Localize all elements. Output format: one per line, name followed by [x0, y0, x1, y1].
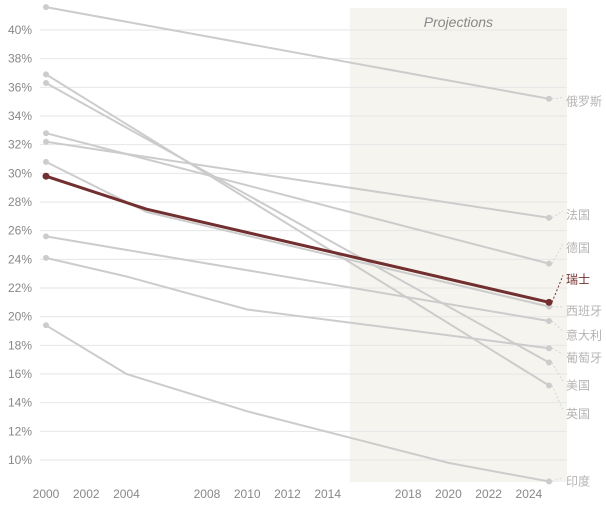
- series-line: [45, 132, 550, 265]
- series-end-point: [546, 214, 552, 221]
- y-tick-label: 34%: [8, 109, 32, 123]
- series-line: [45, 82, 550, 364]
- series-end-label: 印度: [566, 474, 590, 489]
- label-leader: [551, 385, 564, 411]
- label-leader: [551, 275, 564, 303]
- y-tick-label: 22%: [8, 281, 32, 295]
- y-tick-label: 14%: [8, 396, 32, 410]
- projection-label: Projections: [424, 14, 493, 30]
- series-start-point: [43, 71, 49, 78]
- series-line: [45, 256, 550, 350]
- x-axis-ticks: 2000 2002 2004 2008 2010 2012 2014 2018 2020 2022…: [33, 487, 543, 501]
- series-end-label: 美国: [566, 378, 590, 392]
- projection-region: Projections: [349, 8, 567, 482]
- y-tick-label: 38%: [8, 52, 32, 66]
- series-start-point: [43, 138, 49, 145]
- series-end-point: [546, 478, 552, 485]
- series-end-label: 德国: [566, 240, 590, 255]
- series-2: [43, 130, 552, 267]
- series-start-point: [43, 254, 49, 261]
- series-end-point: [546, 95, 552, 102]
- series-0: [43, 4, 552, 102]
- series-end-label: 瑞士: [566, 272, 590, 286]
- y-tick-label: 32%: [8, 138, 32, 152]
- series-9: [43, 322, 552, 485]
- series-start-point: [43, 80, 49, 87]
- y-tick-label: 30%: [8, 166, 32, 180]
- series-line: [45, 73, 550, 387]
- series-end-point: [546, 359, 552, 366]
- x-tick-label: 2010: [234, 487, 261, 501]
- x-tick-label: 2004: [113, 487, 140, 501]
- y-tick-label: 18%: [8, 338, 32, 352]
- series-start-point: [43, 233, 49, 240]
- series-line: [45, 161, 550, 308]
- series-8: [43, 71, 552, 389]
- series-end-point: [546, 382, 552, 389]
- x-tick-label: 2008: [194, 487, 221, 501]
- projection-shading: [349, 8, 567, 482]
- y-tick-label: 40%: [8, 23, 32, 37]
- label-leader: [551, 477, 564, 482]
- series-line: [45, 174, 550, 304]
- y-tick-label: 10%: [8, 453, 32, 467]
- series-end-label: 英国: [566, 407, 590, 421]
- x-tick-label: 2022: [475, 487, 502, 501]
- series-line: [45, 6, 550, 100]
- series-start-point: [43, 4, 49, 11]
- y-tick-label: 28%: [8, 195, 32, 209]
- y-tick-label: 12%: [8, 424, 32, 438]
- series-end-label: 俄罗斯: [566, 95, 602, 109]
- x-tick-label: 2000: [33, 487, 60, 501]
- y-tick-label: 24%: [8, 252, 32, 266]
- x-tick-label: 2012: [274, 487, 301, 501]
- y-tick-label: 36%: [8, 80, 32, 94]
- series-end-label: 法国: [566, 208, 590, 222]
- x-tick-label: 2024: [516, 487, 543, 501]
- series-end-label: 西班牙: [566, 304, 602, 318]
- label-leader: [551, 320, 564, 332]
- series-5: [43, 233, 552, 324]
- y-tick-label: 20%: [8, 310, 32, 324]
- series-start-point: [43, 322, 49, 329]
- series-line: [45, 324, 550, 483]
- label-leader: [551, 97, 564, 100]
- x-tick-label: 2020: [435, 487, 462, 501]
- series-end-label: 葡萄牙: [566, 351, 602, 365]
- series-start-point: [43, 130, 49, 137]
- series-end-point: [546, 345, 552, 352]
- series-end-point: [545, 298, 553, 306]
- series-7: [43, 80, 552, 366]
- label-leaders: [551, 97, 564, 482]
- x-tick-label: 2018: [395, 487, 422, 501]
- series-end-point: [546, 260, 552, 267]
- x-tick-label: 2014: [314, 487, 341, 501]
- series-3: [42, 172, 553, 306]
- series-start-point: [43, 158, 49, 165]
- y-axis-ticks: 10% 12% 14% 16% 18% 20% 22% 24% 26% 28% 30% 32% 34% 3…: [8, 23, 32, 467]
- series-line: [45, 235, 550, 322]
- series-start-point: [42, 172, 50, 180]
- x-tick-label: 2002: [73, 487, 100, 501]
- y-tick-label: 16%: [8, 367, 32, 381]
- y-tick-label: 26%: [8, 224, 32, 238]
- series-end-point: [546, 317, 552, 324]
- series-lines: [42, 4, 553, 485]
- series-6: [43, 254, 552, 352]
- series-end-label: 意大利: [566, 327, 602, 342]
